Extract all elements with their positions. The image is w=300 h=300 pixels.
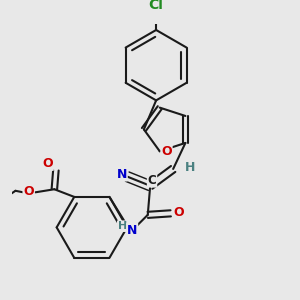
Text: N: N [127, 224, 137, 237]
Text: N: N [117, 168, 127, 181]
Text: O: O [42, 157, 53, 170]
Text: H: H [118, 221, 127, 231]
Text: O: O [161, 145, 172, 158]
Text: Cl: Cl [149, 0, 164, 12]
Text: C: C [148, 174, 156, 187]
Text: H: H [185, 161, 195, 174]
Text: O: O [23, 185, 34, 198]
Text: O: O [173, 206, 184, 219]
